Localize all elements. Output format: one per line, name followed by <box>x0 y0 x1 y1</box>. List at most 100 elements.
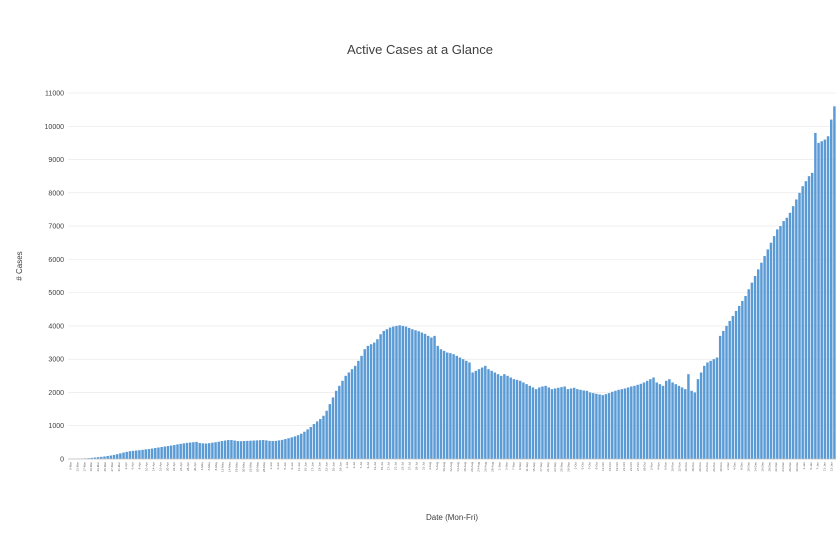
x-tick-label: 8-May <box>214 462 218 471</box>
bar <box>204 443 208 459</box>
bar <box>718 335 722 459</box>
bar <box>395 325 398 459</box>
x-tick-label: 29-Jun <box>338 462 342 472</box>
bar <box>696 379 700 459</box>
y-tick-label: 5000 <box>48 290 64 297</box>
bar <box>169 445 173 459</box>
bar <box>407 327 411 459</box>
bar <box>388 327 392 459</box>
x-tick-label: 2-Apr <box>124 462 128 469</box>
x-tick-label: 8-Apr <box>138 462 142 469</box>
bar <box>325 410 328 459</box>
x-tick-label: 2-Nov <box>650 462 654 471</box>
bar <box>344 375 347 459</box>
bar <box>661 385 665 459</box>
x-tick-label: 13-Oct <box>601 462 605 471</box>
bar <box>468 362 471 459</box>
bar <box>636 384 639 459</box>
y-tick-label: 10000 <box>45 124 65 131</box>
x-tick-label: 3-Sep <box>504 462 508 470</box>
bar <box>477 369 481 459</box>
x-tick-label: 5-Oct <box>580 462 584 470</box>
bar <box>804 181 808 460</box>
bar <box>611 391 614 459</box>
x-tick-label: 6-Apr <box>131 462 135 469</box>
x-tick-label: 18-Nov <box>691 462 695 472</box>
x-tick-label: 20-Aug <box>470 462 474 472</box>
bar <box>671 382 674 459</box>
bar <box>154 448 157 459</box>
bar <box>715 357 719 459</box>
bar <box>144 449 147 459</box>
x-tick-label: 19-Jun <box>318 462 322 472</box>
bar <box>833 106 836 459</box>
bar <box>801 186 804 459</box>
bar <box>722 330 725 459</box>
x-tick-label: 17-Sep <box>539 462 543 472</box>
bar <box>810 172 814 459</box>
x-tick-label: 27-Jul <box>407 462 411 471</box>
x-tick-label: 17-Mar <box>82 462 86 472</box>
bar <box>157 447 160 459</box>
y-tick-label: 3000 <box>48 357 64 364</box>
bar <box>341 380 344 459</box>
x-tick-label: 18-May <box>235 462 239 473</box>
bar <box>699 372 703 459</box>
bar <box>534 389 538 459</box>
bar <box>207 443 211 459</box>
x-tick-label: 23-Mar <box>96 462 100 472</box>
x-tick-label: 16-Apr <box>158 462 162 471</box>
bar <box>645 380 649 459</box>
bar <box>709 360 712 459</box>
bar <box>712 359 716 459</box>
bar <box>541 386 544 459</box>
bar <box>233 440 236 459</box>
x-tick-label: 22-Apr <box>172 462 176 471</box>
bar <box>506 375 509 459</box>
bar <box>331 397 335 459</box>
bar <box>303 431 306 459</box>
x-tick-label: 27-Mar <box>110 462 114 472</box>
bar <box>357 360 360 459</box>
x-tick-label: 4-Dec <box>733 462 737 471</box>
bar <box>649 379 652 459</box>
bar <box>315 421 319 459</box>
bar <box>680 387 684 459</box>
x-tick-label: 13-Jul <box>373 462 377 471</box>
x-tick-label: 1-Jun <box>269 462 273 470</box>
y-tick-label: 1000 <box>48 423 64 430</box>
bar <box>595 393 598 459</box>
x-tick-label: 7-Jul <box>359 462 363 469</box>
x-tick-label: 31-Jul <box>421 462 425 471</box>
x-tick-label: 23-Jul <box>401 462 405 471</box>
x-tick-label: 16-Nov <box>684 462 688 472</box>
bar <box>242 441 246 459</box>
x-tick-label: 7-Sep <box>511 462 515 470</box>
x-tick-label: 9-Jun <box>290 462 294 470</box>
bar <box>306 429 309 459</box>
bar <box>496 374 500 459</box>
x-tick-label: 30-Dec <box>795 462 799 472</box>
bar <box>791 206 795 459</box>
bar <box>423 333 427 459</box>
bar <box>601 395 604 459</box>
bar <box>112 454 116 459</box>
bar <box>585 390 589 459</box>
bar <box>623 388 627 459</box>
x-tick-label: 1-Oct <box>574 462 578 470</box>
x-tick-label: 29-Jul <box>414 462 418 471</box>
x-tick-label: 25-Sep <box>560 462 564 472</box>
x-tick-label: 13-Mar <box>75 462 79 472</box>
bar <box>360 355 363 459</box>
x-tick-label: 9-Oct <box>594 462 598 470</box>
bar <box>782 221 785 459</box>
x-tick-label: 3-Jul <box>352 462 356 469</box>
x-tick-label: 6-Nov <box>663 462 667 471</box>
bar <box>160 447 163 459</box>
bar <box>122 452 125 459</box>
bar <box>119 453 122 459</box>
bar <box>684 389 687 459</box>
bar <box>353 365 357 459</box>
bar <box>706 362 709 459</box>
x-tick-label: 9-Jul <box>366 462 370 469</box>
